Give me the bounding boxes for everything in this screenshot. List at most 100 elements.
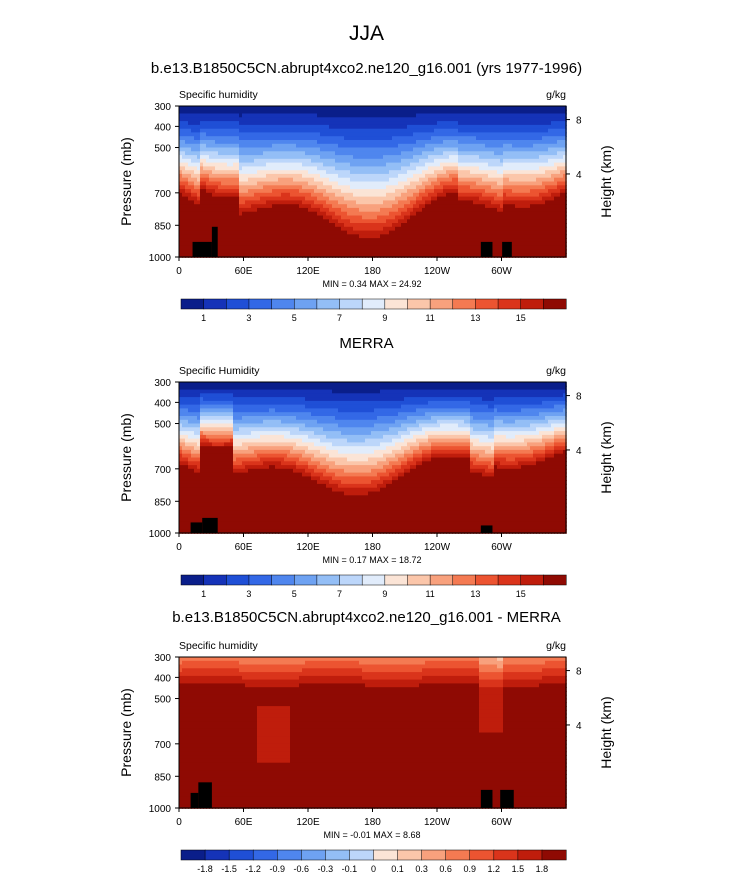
field-cell: [425, 148, 429, 153]
field-cell: [494, 231, 498, 236]
field-cell: [287, 144, 291, 149]
field-cell: [359, 144, 363, 149]
field-cell: [296, 151, 300, 156]
field-cell: [287, 110, 291, 115]
field-cell: [197, 227, 201, 232]
field-cell: [230, 227, 234, 232]
field-cell: [395, 197, 399, 202]
field-cell: [410, 178, 414, 183]
field-cell: [242, 140, 246, 145]
field-cell: [302, 216, 306, 221]
field-cell: [236, 170, 240, 175]
field-cell: [524, 216, 528, 221]
field-cell: [269, 129, 273, 134]
field-cell: [242, 182, 246, 187]
field-cell: [194, 136, 198, 141]
field-cell: [521, 185, 525, 190]
field-cell: [269, 132, 273, 137]
field-cell: [362, 148, 366, 153]
field-cell: [494, 132, 498, 137]
field-cell: [464, 106, 468, 111]
field-cell: [443, 129, 447, 134]
field-cell: [206, 212, 210, 217]
field-cell: [368, 238, 372, 243]
field-cell: [287, 204, 291, 209]
field-cell: [218, 114, 222, 119]
field-cell: [185, 242, 189, 247]
field-cell: [350, 151, 354, 156]
field-cell: [497, 208, 501, 213]
field-cell: [308, 140, 312, 145]
field-cell: [230, 155, 234, 160]
field-cell: [326, 121, 330, 126]
field-cell: [236, 223, 240, 228]
field-cell: [485, 121, 489, 126]
field-cell: [539, 144, 543, 149]
field-cell: [200, 151, 204, 156]
field-cell: [281, 216, 285, 221]
field-cell: [281, 159, 285, 164]
field-cell: [488, 208, 492, 213]
field-cell: [197, 129, 201, 134]
field-cell: [470, 231, 474, 236]
field-cell: [485, 253, 489, 258]
field-cell: [296, 204, 300, 209]
field-cell: [335, 125, 339, 130]
field-cell: [449, 155, 453, 160]
field-cell: [362, 159, 366, 164]
field-cell: [212, 242, 216, 247]
field-cell: [224, 234, 228, 239]
field-cell: [257, 200, 261, 205]
field-cell: [254, 125, 258, 130]
field-cell: [293, 238, 297, 243]
field-cell: [419, 185, 423, 190]
field-cell: [374, 148, 378, 153]
field-cell: [434, 178, 438, 183]
field-cell: [518, 212, 522, 217]
field-cell: [500, 231, 504, 236]
field-cell: [482, 140, 486, 145]
field-cell: [266, 106, 270, 111]
field-cell: [284, 159, 288, 164]
field-cell: [233, 216, 237, 221]
field-cell: [338, 125, 342, 130]
field-cell: [539, 249, 543, 254]
field-cell: [293, 125, 297, 130]
field-cell: [230, 246, 234, 251]
field-cell: [260, 212, 264, 217]
field-cell: [299, 200, 303, 205]
field-cell: [305, 238, 309, 243]
field-cell: [344, 170, 348, 175]
field-cell: [206, 253, 210, 258]
field-cell: [386, 234, 390, 239]
field-cell: [446, 114, 450, 119]
field-cell: [545, 106, 549, 111]
field-cell: [179, 200, 183, 205]
field-cell: [464, 159, 468, 164]
field-cell: [374, 189, 378, 194]
field-cell: [251, 227, 255, 232]
field-cell: [296, 231, 300, 236]
field-cell: [236, 129, 240, 134]
field-cell: [329, 234, 333, 239]
field-cell: [419, 219, 423, 224]
field-cell: [395, 253, 399, 258]
field-cell: [533, 231, 537, 236]
field-cell: [221, 208, 225, 213]
field-cell: [533, 223, 537, 228]
field-cell: [434, 197, 438, 202]
field-cell: [197, 132, 201, 137]
field-cell: [302, 246, 306, 251]
field-cell: [287, 246, 291, 251]
field-cell: [446, 231, 450, 236]
field-cell: [467, 231, 471, 236]
field-cell: [434, 182, 438, 187]
field-cell: [200, 166, 204, 171]
field-cell: [257, 227, 261, 232]
field-cell: [479, 136, 483, 141]
field-cell: [464, 193, 468, 198]
field-cell: [272, 185, 276, 190]
field-cell: [239, 155, 243, 160]
field-cell: [527, 219, 531, 224]
field-cell: [275, 189, 279, 194]
